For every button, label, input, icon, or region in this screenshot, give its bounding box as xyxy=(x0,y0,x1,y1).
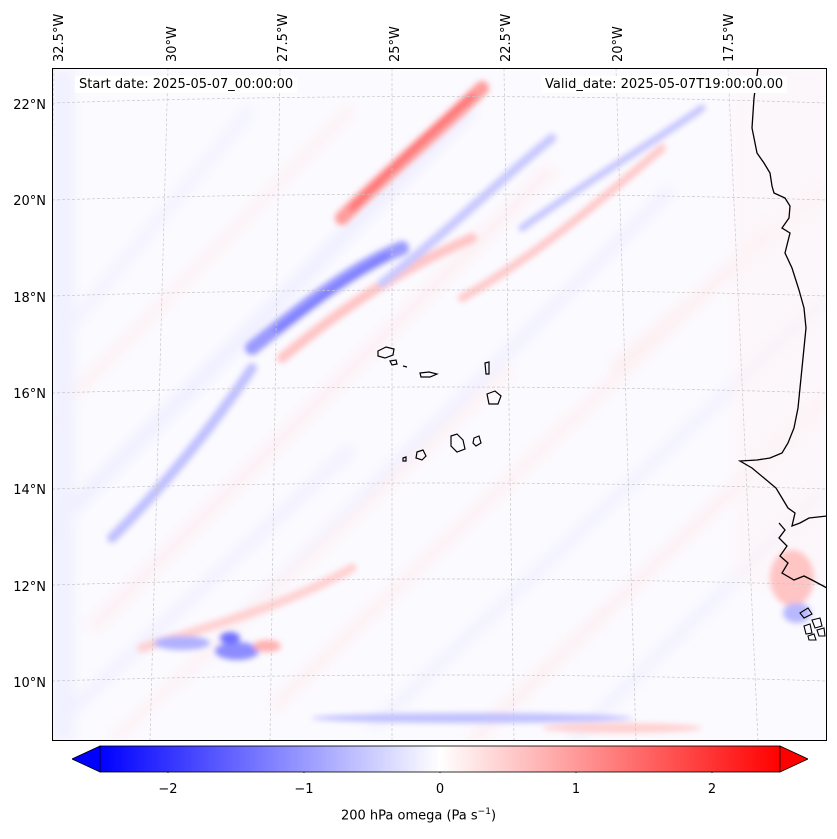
lat-label-22n: 22°N xyxy=(13,98,46,113)
negative-band-sw xyxy=(107,363,257,543)
lon-label-17-5w: 17.5°W xyxy=(722,13,737,62)
colorbar-ramp xyxy=(99,745,781,773)
lat-label-10n: 10°N xyxy=(13,676,46,691)
cape-verde-islands xyxy=(377,346,502,462)
colorbar-label-exponent: −1 xyxy=(477,807,491,817)
colorbar xyxy=(72,745,808,773)
colorbar-label-text: 200 hPa omega (Pa s xyxy=(340,808,478,824)
lon-label-27-5w: 27.5°W xyxy=(276,13,291,62)
graticule xyxy=(52,68,827,741)
africa-coastline xyxy=(737,68,827,528)
positive-band-ne xyxy=(458,144,666,302)
colorbar-tick-neg1: −1 xyxy=(294,782,314,797)
lat-label-16n: 16°N xyxy=(13,387,46,402)
lat-label-14n: 14°N xyxy=(13,483,46,498)
colorbar-tick-1: 1 xyxy=(571,782,581,797)
colorbar-label-close: ) xyxy=(490,808,497,824)
omega-bands xyxy=(107,81,814,733)
omega-map xyxy=(52,68,827,741)
colorbar-extend-min xyxy=(72,745,101,773)
colorbar-label: 200 hPa omega (Pa s−1) xyxy=(0,807,837,823)
bissagos-islands xyxy=(799,607,826,641)
lon-label-30w: 30°W xyxy=(165,26,180,62)
lon-label-20w: 20°W xyxy=(611,26,626,62)
lat-label-18n: 18°N xyxy=(13,291,46,306)
negative-band-ne xyxy=(518,104,706,232)
lon-label-22-5w: 22.5°W xyxy=(499,13,514,62)
valid-date-label: Valid_date: 2025-05-07T19:00:00.00 xyxy=(541,76,788,93)
map-frame xyxy=(52,68,827,741)
negative-band-upper xyxy=(377,133,557,288)
africa-coast-south xyxy=(778,522,827,589)
omega-field-texture xyxy=(52,68,827,741)
colorbar-tick-0: 0 xyxy=(435,782,445,797)
negative-patch-sw xyxy=(215,642,259,660)
colorbar-extend-max xyxy=(779,745,808,773)
start-date-label: Start date: 2025-05-07_00:00:00 xyxy=(75,76,298,93)
lon-label-25w: 25°W xyxy=(388,26,403,62)
colorbar-tick-2: 2 xyxy=(707,782,717,797)
lon-label-32-5w: 32.5°W xyxy=(52,13,67,62)
colorbar-tick-neg2: −2 xyxy=(158,782,178,797)
lat-label-20n: 20°N xyxy=(13,194,46,209)
negative-strip-south xyxy=(312,713,632,723)
lat-label-12n: 12°N xyxy=(13,580,46,595)
